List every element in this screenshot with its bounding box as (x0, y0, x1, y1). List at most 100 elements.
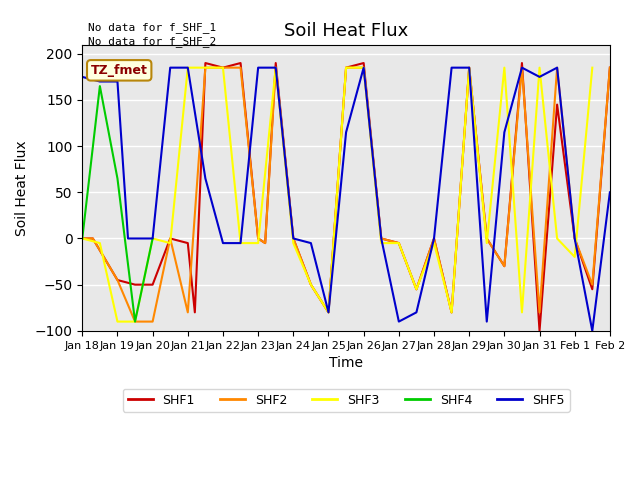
SHF5 (307, 240, 315, 246)
SHF2 (254, 236, 262, 241)
SHF1 (606, 65, 614, 71)
SHF5 (553, 65, 561, 71)
Text: No data for f_SHF_2: No data for f_SHF_2 (88, 36, 216, 47)
SHF3 (131, 319, 139, 324)
SHF1 (114, 277, 122, 283)
SHF1 (448, 310, 456, 315)
SHF3 (237, 240, 244, 246)
X-axis label: Time: Time (329, 356, 363, 370)
SHF5 (202, 176, 209, 181)
SHF2 (166, 236, 174, 241)
SHF5 (237, 240, 244, 246)
SHF2 (553, 65, 561, 71)
SHF3 (395, 240, 403, 246)
SHF3 (96, 240, 104, 246)
Line: SHF4: SHF4 (83, 86, 152, 322)
SHF3 (254, 240, 262, 246)
SHF2 (261, 240, 269, 246)
SHF5 (166, 65, 174, 71)
SHF2 (588, 282, 596, 288)
SHF1 (272, 60, 280, 66)
SHF3 (553, 236, 561, 241)
SHF2 (219, 65, 227, 71)
SHF3 (272, 65, 280, 71)
SHF5 (500, 130, 508, 135)
SHF1 (79, 236, 86, 241)
SHF2 (518, 65, 526, 71)
SHF2 (342, 65, 350, 71)
SHF3 (413, 287, 420, 292)
SHF4 (79, 236, 86, 241)
SHF5 (448, 65, 456, 71)
SHF2 (324, 310, 332, 315)
Line: SHF3: SHF3 (83, 68, 592, 322)
SHF5 (536, 74, 543, 80)
SHF2 (148, 319, 156, 324)
Legend: SHF1, SHF2, SHF3, SHF4, SHF5: SHF1, SHF2, SHF3, SHF4, SHF5 (123, 389, 570, 411)
SHF4 (148, 236, 156, 241)
SHF2 (536, 310, 543, 315)
SHF2 (413, 287, 420, 292)
SHF3 (289, 240, 297, 246)
Line: SHF2: SHF2 (83, 68, 610, 322)
SHF3 (219, 65, 227, 71)
SHF3 (378, 240, 385, 246)
SHF3 (518, 310, 526, 315)
SHF1 (413, 287, 420, 292)
SHF1 (237, 60, 244, 66)
SHF5 (465, 65, 473, 71)
SHF2 (465, 65, 473, 71)
SHF1 (89, 236, 97, 241)
Text: No data for f_SHF_1: No data for f_SHF_1 (88, 22, 216, 33)
SHF2 (500, 264, 508, 269)
SHF3 (114, 319, 122, 324)
SHF4 (131, 319, 139, 324)
Line: SHF1: SHF1 (83, 63, 610, 331)
SHF1 (289, 236, 297, 241)
SHF5 (96, 79, 104, 84)
SHF2 (202, 65, 209, 71)
SHF5 (430, 236, 438, 241)
SHF1 (254, 236, 262, 241)
Text: TZ_fmet: TZ_fmet (91, 64, 148, 77)
Title: Soil Heat Flux: Soil Heat Flux (284, 22, 408, 40)
SHF1 (536, 328, 543, 334)
SHF3 (571, 254, 579, 260)
SHF1 (191, 310, 198, 315)
SHF5 (360, 65, 367, 71)
SHF1 (500, 264, 508, 269)
SHF3 (360, 65, 367, 71)
SHF5 (378, 236, 385, 241)
SHF3 (500, 65, 508, 71)
SHF1 (202, 60, 209, 66)
SHF5 (289, 236, 297, 241)
SHF2 (360, 65, 367, 71)
SHF5 (79, 74, 86, 80)
SHF2 (448, 310, 456, 315)
SHF2 (237, 65, 244, 71)
SHF1 (395, 240, 403, 246)
SHF5 (148, 236, 156, 241)
SHF3 (448, 310, 456, 315)
Y-axis label: Soil Heat Flux: Soil Heat Flux (15, 140, 29, 236)
SHF5 (518, 65, 526, 71)
SHF3 (324, 310, 332, 315)
SHF2 (272, 65, 280, 71)
SHF1 (571, 236, 579, 241)
SHF2 (307, 282, 315, 288)
SHF1 (483, 236, 491, 241)
SHF2 (114, 277, 122, 283)
SHF3 (342, 65, 350, 71)
SHF5 (254, 65, 262, 71)
SHF5 (124, 236, 132, 241)
SHF2 (184, 310, 191, 315)
SHF3 (148, 236, 156, 241)
SHF5 (184, 65, 191, 71)
SHF5 (395, 319, 403, 324)
SHF5 (588, 328, 596, 334)
SHF4 (114, 176, 122, 181)
SHF2 (89, 236, 97, 241)
SHF5 (606, 190, 614, 195)
SHF5 (114, 79, 122, 84)
SHF2 (378, 236, 385, 241)
